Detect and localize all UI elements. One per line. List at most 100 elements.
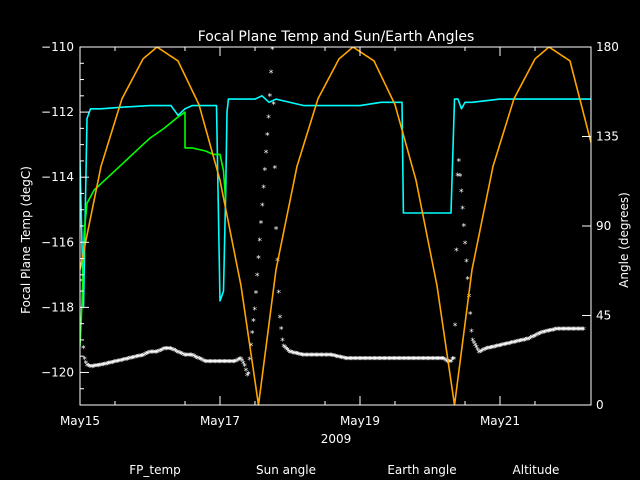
fp-temp-point: * [212,359,217,369]
fp-temp-point: * [386,355,391,365]
fp-temp-point: * [514,339,519,349]
fp-temp-point: * [126,356,131,366]
fp-temp-point: * [499,342,504,352]
y2-tick-label: 180 [596,40,619,54]
fp-temp-point: * [544,328,549,338]
fp-temp-point: * [173,348,178,358]
fp-temp-point: * [532,333,537,343]
fp-temp-point: * [278,325,283,335]
fp-temp-point: * [110,359,115,369]
fp-temp-point: * [580,326,585,336]
fp-temp-point: * [551,327,556,337]
fp-temp-point: * [430,355,435,365]
fp-temp-point: * [251,318,256,328]
fp-temp-point: * [232,358,237,368]
y2-tick-label: 0 [596,398,604,412]
fp-temp-point: * [334,353,339,363]
fp-temp-point: * [88,364,93,374]
fp-temp-point: * [517,338,522,348]
fp-temp-point: * [181,352,186,362]
fp-temp-point: * [431,355,436,365]
fp-temp-point: * [558,326,563,336]
fp-temp-point: * [229,359,234,369]
fp-temp-point: * [81,345,86,355]
fp-temp-point: * [490,344,495,354]
fp-temp-point: * [197,356,202,366]
fp-temp-point: * [436,355,441,365]
fp-temp-point: * [117,358,122,368]
fp-temp-point: * [106,360,111,370]
fp-temp-point: * [358,355,363,365]
fp-temp-point: * [421,355,426,365]
fp-temp-point: * [402,355,407,365]
fp-temp-point: * [440,355,445,365]
fp-temp-point: * [408,355,413,365]
fp-temp-point: * [576,326,581,336]
fp-temp-point: * [194,354,199,364]
fp-temp-point: * [370,355,375,365]
fp-temp-point: * [470,337,475,347]
fp-temp-point: * [455,172,460,182]
fp-temp-point: * [261,184,266,194]
fp-temp-point: * [154,349,159,359]
fp-temp-point: * [98,362,103,372]
fp-temp-point: * [355,355,360,365]
fp-temp-point: * [350,355,355,365]
fp-temp-point: * [374,355,379,365]
fp-temp-point: * [260,202,265,212]
x-tick-label: May17 [200,414,240,428]
fp-temp-point: * [219,359,224,369]
fp-temp-point: * [352,355,357,365]
fp-temp-point: * [543,329,548,339]
fp-temp-point: * [249,329,254,339]
fp-temp-point: * [175,349,180,359]
fp-temp-point: * [227,359,232,369]
y2-tick-label: 135 [596,130,619,144]
fp-temp-point: * [136,353,141,363]
fp-temp-point: * [541,329,546,339]
fp-temp-point: * [125,356,130,366]
fp-temp-point: * [96,362,101,372]
fp-temp-point: * [159,347,164,357]
x-tick-label: May15 [60,414,100,428]
fp-temp-point: * [276,289,281,299]
fp-temp-point: * [491,344,496,354]
fp-temp-point: * [158,347,163,357]
fp-temp-point: * [253,290,258,300]
x-axis-label: 2009 [321,432,352,446]
fp-temp-point: * [404,355,409,365]
fp-temp-point: * [270,46,275,56]
fp-temp-point: * [411,355,416,365]
fp-temp-point: * [505,341,510,351]
fp-temp-point: * [83,359,88,369]
fp-temp-point: * [471,340,476,350]
fp-temp-point: * [321,352,326,362]
fp-temp-point: * [127,355,132,365]
fp-temp-point: * [578,326,583,336]
fp-temp-point: * [462,240,467,250]
y-tick-label: −116 [41,235,74,249]
fp-temp-point: * [538,330,543,340]
fp-temp-point: * [294,350,299,360]
fp-temp-point: * [113,358,118,368]
fp-temp-point: * [255,272,260,282]
fp-temp-point: * [542,329,547,339]
fp-temp-point: * [340,355,345,365]
fp-temp-point: * [372,355,377,365]
fp-temp-point: * [537,331,542,341]
fp-temp-point: * [548,327,553,337]
fp-temp-point: * [282,344,287,354]
fp-temp-point: * [291,350,296,360]
fp-temp-point: * [242,362,247,372]
fp-temp-point: * [102,361,107,371]
fp-temp-point: * [452,322,457,332]
fp-temp-point: * [311,352,316,362]
fp-temp-point: * [567,326,572,336]
fp-temp-point: * [353,355,358,365]
fp-temp-point: * [375,355,380,365]
legend-altitude: Altitude [513,463,560,477]
fp-temp-point: * [184,352,189,362]
fp-temp-point: * [89,363,94,373]
fp-temp-point: * [339,354,344,364]
fp-temp-point: * [451,355,456,365]
